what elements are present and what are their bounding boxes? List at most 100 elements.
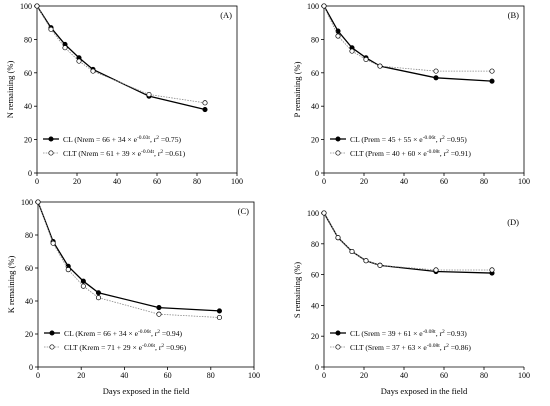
legend-exponent: -0.06t [142,343,155,349]
legend-r-squared: 2 [160,149,163,155]
legend-text-main: CLT (Nrem = 61 + 39 × e [63,149,142,158]
x-tick-label: 40 [120,371,128,380]
data-point-clt [433,68,439,74]
data-point-clt [363,258,369,264]
data-point-clt [50,240,56,246]
legend-exponent: -0.06t [138,329,151,335]
series-line-cl [36,5,206,111]
legend-text-value: =0.95) [445,135,467,144]
x-tick-label: 80 [480,371,488,380]
data-point-clt [80,283,86,289]
data-point-clt [363,56,369,62]
legend-entry-clt: CLT (Nrem = 61 + 39 × e-0.04t, r2 =0.61) [63,149,186,158]
x-tick-label: 100 [248,371,260,380]
data-point-clt [489,68,495,74]
x-tick-label: 100 [518,177,530,186]
y-axis-label: N remaining (%) [5,61,15,119]
y-tick-label: 20 [24,136,32,145]
legend-text-r: , r [436,329,443,338]
x-axis-label: Days exposed in the field [103,386,190,396]
legend-text-main: CLT (Krem = 71 + 29 × e [64,343,143,352]
y-tick-label: 0 [28,169,32,178]
data-point-clt [335,235,341,241]
series-line-clt [36,5,206,104]
panel-label: (B) [508,10,520,20]
y-tick-label: 20 [311,332,319,341]
panel-d: 0 20 40 60 80 100 0 20 40 60 80 100 S remaining (%) D… [292,209,530,396]
legend-text-main: CL (Prem = 45 + 55 × e [350,135,423,144]
y-axis-label: K remaining (%) [6,256,16,314]
panel-label: (D) [507,217,519,227]
y-tick-label: 40 [25,297,33,306]
legend-marker-clt [49,344,55,350]
legend-r-squared: 2 [446,343,449,349]
y-tick-label: 60 [24,69,32,78]
y-tick-label: 80 [311,35,319,44]
x-tick-label: 0 [322,177,326,186]
legend-text-value: =0.61) [163,149,185,158]
data-point-cl [335,28,341,34]
legend-text-main: CL (Srem = 39 + 61 × e [350,329,423,338]
legend-text-r: , r [440,343,447,352]
legend-exponent: -0.04t [141,149,154,155]
legend-marker-cl [49,330,55,336]
legend-entry-cl: CL (Srem = 39 + 61 × e-0.08t, r2 =0.93) [350,329,467,338]
data-point-cl [95,290,102,296]
legend-text-value: =0.91) [449,149,471,158]
y-axis-label: S remaining (%) [292,262,302,318]
data-point-clt [95,295,102,301]
legend-r-squared: 2 [161,343,164,349]
data-point-clt [34,3,40,9]
data-point-clt [349,48,355,54]
legend-text-value: =0.93) [445,329,467,338]
legend-entry-clt: CLT (Prem = 40 + 60 × e-0.08t, r2 =0.91) [350,149,471,158]
y-tick-label: 0 [315,363,319,372]
legend-text-r: , r [151,329,158,338]
data-point-cl [216,308,222,314]
data-point-cl [202,106,208,113]
legend-marker-clt [335,150,341,156]
y-tick-label: 60 [25,264,33,273]
y-tick-label: 80 [311,240,319,249]
y-tick-label: 80 [24,35,32,44]
data-point-cl [80,278,86,284]
data-point-clt [335,33,341,39]
legend-r-squared: 2 [442,135,445,141]
legend-exponent: -0.08t [427,343,440,349]
legend-text-main: CLT (Prem = 40 + 60 × e [350,149,427,158]
x-tick-label: 80 [193,177,201,186]
plot-frame [36,5,238,174]
y-tick-label: 40 [311,301,319,310]
panel-b: 0 20 40 60 80 100 0 20 40 60 80 100 P remaining (%) (… [292,2,530,186]
legend-marker-clt [335,344,341,350]
x-tick-label: 20 [73,177,81,186]
data-point-clt [146,91,152,98]
legend-text-r: , r [436,135,443,144]
y-tick-label: 100 [307,209,319,218]
legend-r-squared: 2 [442,329,445,335]
data-point-clt [65,267,71,273]
x-tick-label: 40 [113,177,121,186]
x-tick-label: 20 [360,177,368,186]
legend-text-r: , r [155,343,162,352]
x-tick-label: 20 [77,371,85,380]
legend-text-main: CL (Krem = 66 + 34 × e [64,329,139,338]
legend-text-r: , r [440,149,447,158]
legend-text-value: =0.86) [449,343,471,352]
legend-entry-cl: CL (Nrem = 66 + 34 × e-0.03t, r2 =0.75) [63,135,181,144]
legend-r-squared: 2 [156,135,159,141]
x-tick-label: 60 [164,371,172,380]
data-point-clt [349,248,355,255]
legend-text-r: , r [154,149,161,158]
legend-text-value: =0.96) [164,343,186,352]
data-point-cl [489,78,495,84]
legend-exponent: -0.06t [423,135,436,141]
y-tick-label: 20 [25,330,33,339]
x-tick-label: 20 [360,371,368,380]
data-point-clt [35,199,41,205]
y-tick-label: 0 [315,169,319,178]
panel-c: 0 20 40 60 80 100 0 20 40 60 80 100 K remaining (%) D… [6,198,260,396]
data-point-clt [377,262,383,268]
data-point-clt [433,267,439,273]
